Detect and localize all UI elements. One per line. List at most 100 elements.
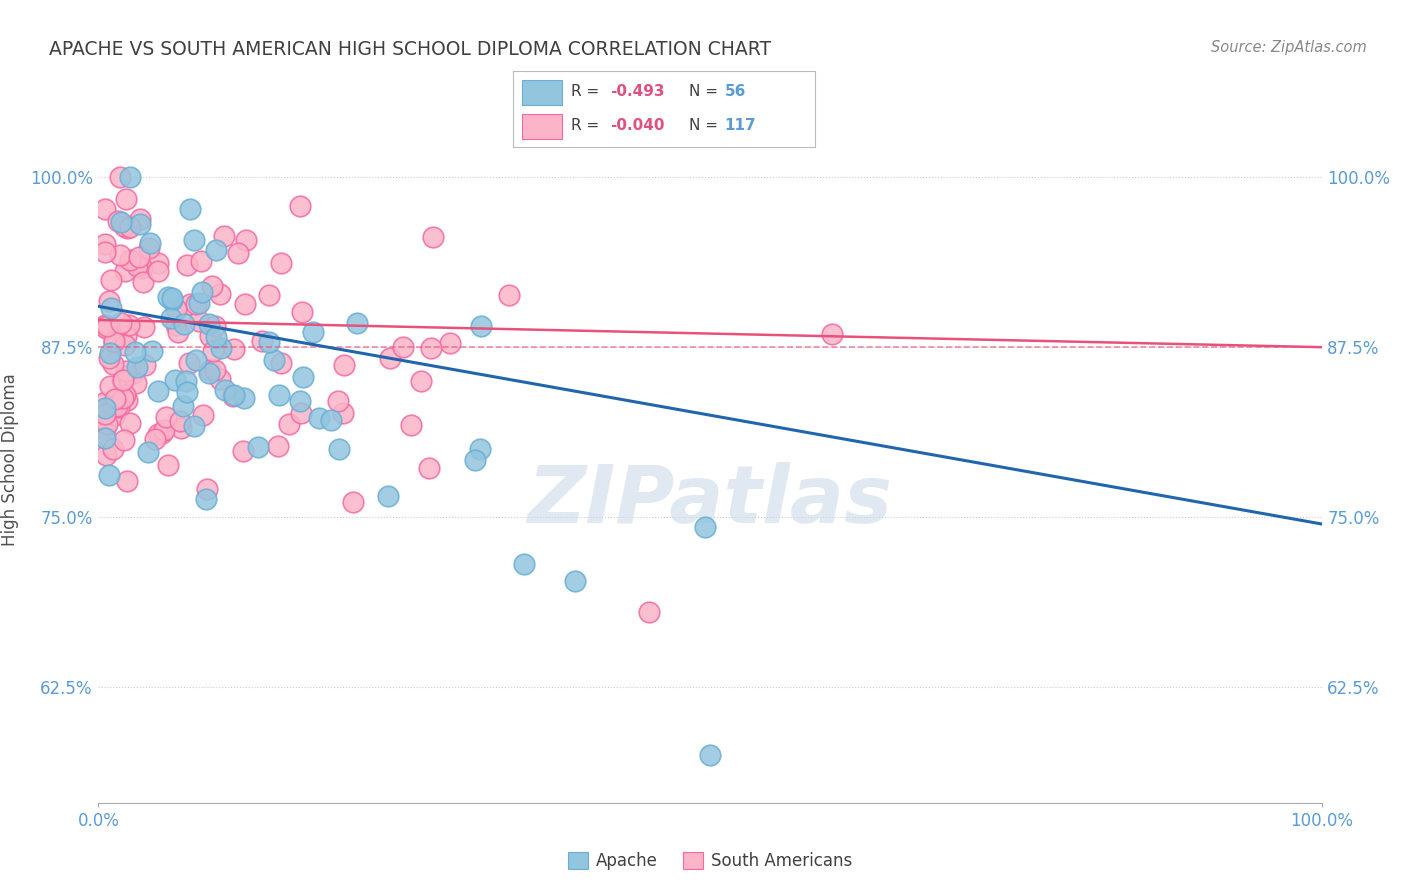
Point <box>184 297 207 311</box>
Point <box>326 394 349 409</box>
Point <box>93 318 115 333</box>
Point <box>98 345 121 359</box>
Point <box>103 334 125 348</box>
Point <box>93 395 115 409</box>
Point <box>418 461 440 475</box>
Point <box>183 419 205 434</box>
Point <box>101 442 124 456</box>
Text: Source: ZipAtlas.com: Source: ZipAtlas.com <box>1211 40 1367 55</box>
Point <box>97 351 120 365</box>
Text: N =: N = <box>689 119 723 134</box>
Point <box>222 342 245 356</box>
Point <box>176 384 198 399</box>
Point <box>332 406 354 420</box>
Point <box>96 318 118 333</box>
Point <box>288 199 311 213</box>
Point <box>110 247 132 261</box>
Point <box>277 417 299 431</box>
Point <box>308 410 330 425</box>
Legend: Apache, South Americans: Apache, South Americans <box>561 846 859 877</box>
Point <box>342 495 364 509</box>
Point <box>155 410 177 425</box>
Point <box>143 432 166 446</box>
Point <box>107 214 129 228</box>
Point <box>96 417 118 431</box>
Point <box>167 325 190 339</box>
Point <box>120 220 142 235</box>
Point <box>93 413 115 427</box>
Point <box>270 256 292 270</box>
Point <box>169 414 191 428</box>
Point <box>104 392 127 406</box>
Point <box>103 334 125 349</box>
Point <box>212 228 235 243</box>
Point <box>165 318 187 333</box>
Point <box>115 220 138 235</box>
Point <box>252 334 274 348</box>
Point <box>93 401 115 415</box>
Point <box>117 392 139 407</box>
Point <box>201 344 224 359</box>
Point <box>98 293 121 308</box>
Point <box>139 235 162 250</box>
Point <box>110 317 132 331</box>
Point <box>120 170 142 185</box>
Point <box>165 301 187 316</box>
Point <box>290 406 312 420</box>
Point <box>125 360 148 375</box>
Point <box>148 384 170 398</box>
Point <box>209 341 232 355</box>
Point <box>176 258 198 272</box>
Point <box>114 337 136 351</box>
Point <box>233 297 256 311</box>
Point <box>377 489 399 503</box>
Point <box>94 236 117 251</box>
Point <box>290 393 312 408</box>
Point <box>132 320 155 334</box>
Point <box>190 254 212 268</box>
Point <box>105 399 128 413</box>
Point <box>120 252 142 267</box>
Point <box>129 217 152 231</box>
Point <box>110 215 132 229</box>
Point <box>114 388 136 402</box>
Point <box>94 448 117 462</box>
Point <box>179 296 201 310</box>
Point <box>93 202 115 217</box>
Point <box>439 335 461 350</box>
Point <box>328 442 350 456</box>
Point <box>138 241 160 255</box>
Point <box>94 421 117 435</box>
Point <box>162 293 184 307</box>
Point <box>136 445 159 459</box>
Point <box>257 334 280 349</box>
Point <box>513 557 536 571</box>
Point <box>198 366 221 380</box>
Point <box>170 421 193 435</box>
Point <box>197 318 219 332</box>
Point <box>131 260 153 275</box>
Text: N =: N = <box>689 85 723 99</box>
Point <box>214 384 236 398</box>
Point <box>291 370 314 384</box>
Point <box>699 748 721 763</box>
Point <box>498 287 520 301</box>
Point <box>125 376 148 390</box>
Point <box>157 458 180 472</box>
Point <box>222 389 245 403</box>
Point <box>302 326 325 340</box>
Point <box>120 417 142 431</box>
Point <box>222 387 245 401</box>
Point <box>821 326 844 341</box>
Point <box>468 442 491 456</box>
Point <box>115 192 138 206</box>
Point <box>128 250 150 264</box>
Point <box>695 520 717 534</box>
Point <box>270 356 292 370</box>
Point <box>263 353 285 368</box>
Point <box>198 328 221 343</box>
Point <box>114 433 136 447</box>
Point <box>183 233 205 247</box>
Point <box>399 418 422 433</box>
Point <box>204 319 226 334</box>
